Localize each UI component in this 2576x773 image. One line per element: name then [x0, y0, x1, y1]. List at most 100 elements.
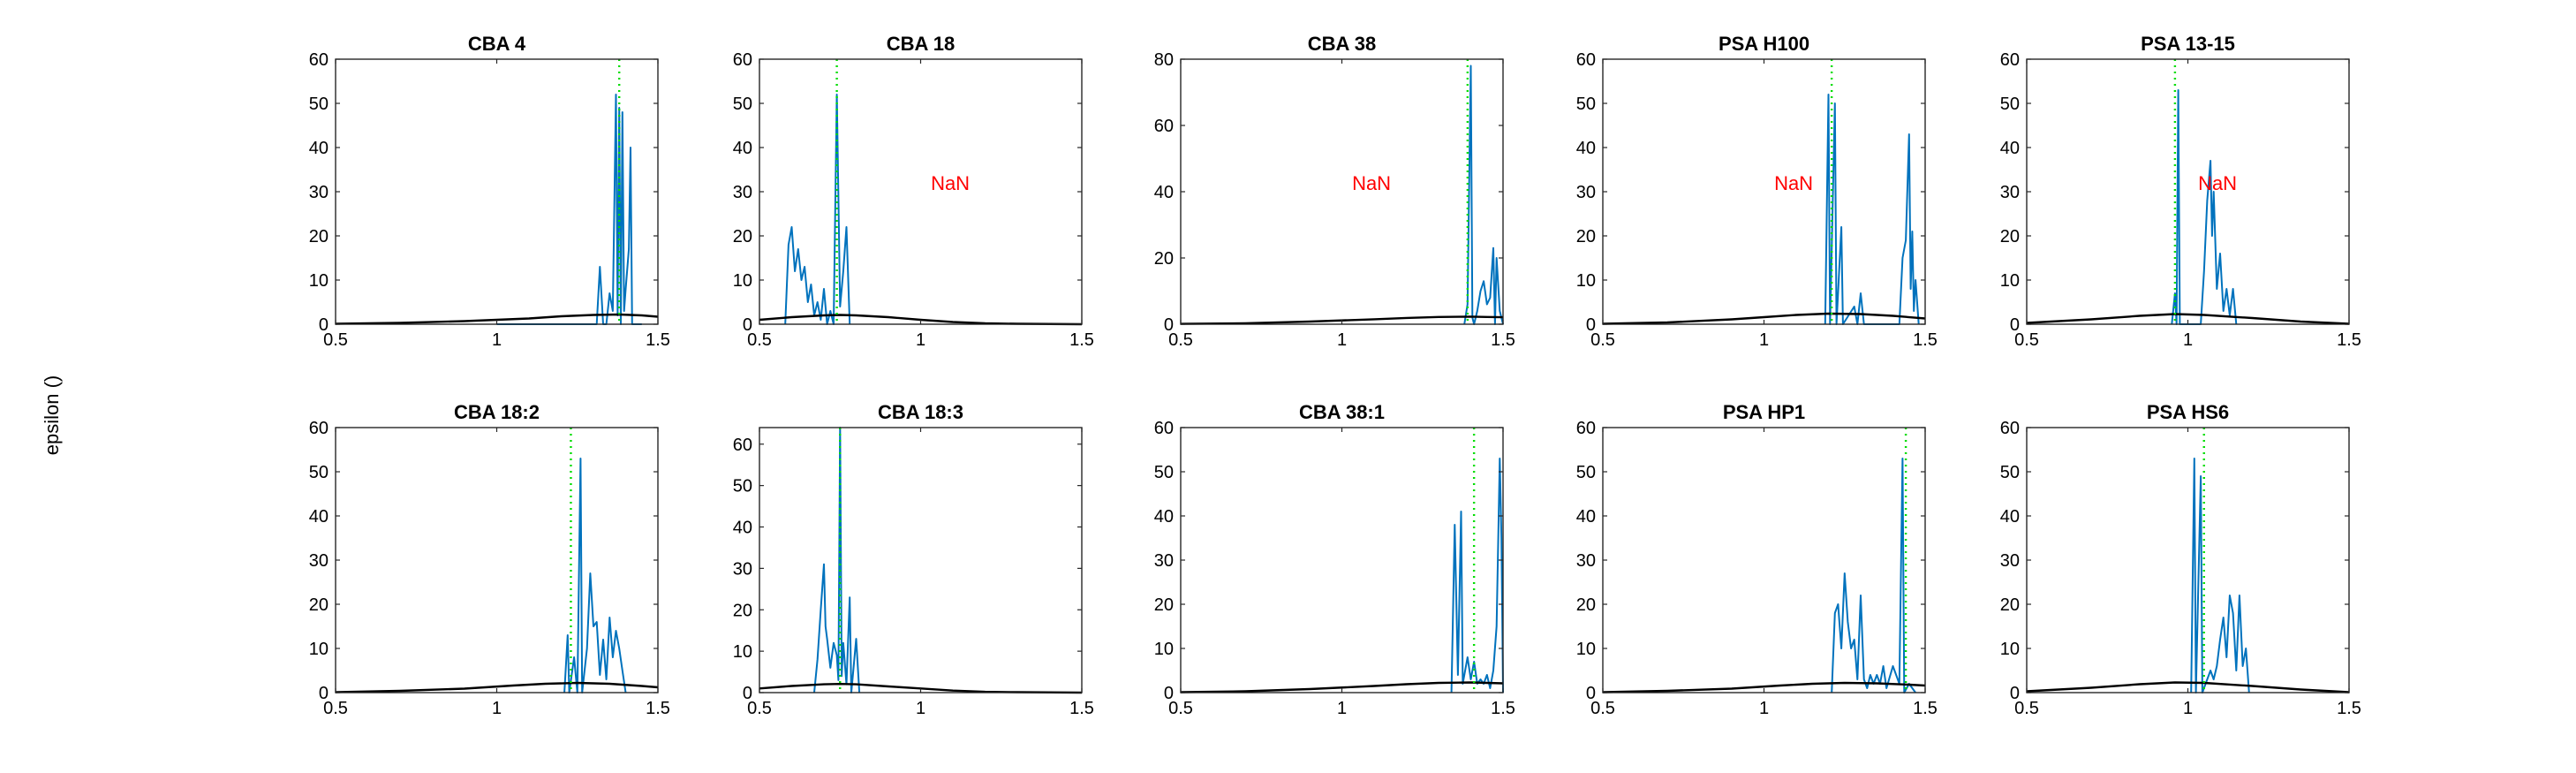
x-tick-label: 1: [916, 330, 925, 350]
y-tick-label: 50: [309, 95, 329, 114]
x-tick-label: 1.5: [1491, 330, 1515, 350]
x-tick-label: 1: [1759, 330, 1769, 350]
y-tick-label: 30: [1576, 183, 1596, 202]
y-tick-label: 20: [733, 601, 752, 620]
y-tick-label: 0: [1164, 315, 1174, 335]
fit-curve: [2026, 313, 2350, 325]
x-tick-label: 1.5: [2337, 699, 2361, 718]
subplot: 0.5 1 1.5 0 10 20 30 40 50 60 CBA 4: [309, 33, 670, 350]
y-tick-label: 0: [1164, 684, 1174, 703]
histogram-line: [1450, 458, 1504, 693]
x-tick-label: 0.5: [2014, 699, 2039, 718]
annotation-text: NaN: [931, 172, 970, 194]
annotation-text: NaN: [2198, 172, 2237, 194]
subplot-title: CBA 18:3: [878, 401, 963, 423]
subplot-title: PSA HP1: [1723, 401, 1805, 423]
y-tick-label: 80: [1154, 50, 1174, 70]
y-tick-label: 0: [743, 684, 752, 703]
x-tick-label: 1: [492, 330, 502, 350]
y-tick-label: 50: [1576, 95, 1596, 114]
fit-curve: [1180, 315, 1504, 325]
subplot: 0.5 1 1.5 0 10 20 30 40 50 60 PSA H100 NaN: [1576, 33, 1938, 350]
subplot: 0.5 1 1.5 0 10 20 30 40 50 60 CBA 18:2: [309, 401, 670, 718]
fit-curve: [759, 683, 1083, 694]
y-tick-label: 40: [2000, 507, 2020, 527]
subplot-title: CBA 18: [887, 33, 955, 55]
subplot: 0.5 1 1.5 0 10 20 30 40 50 60 CBA 38:1: [1154, 401, 1515, 718]
y-tick-label: 10: [1576, 640, 1596, 659]
x-tick-label: 1.5: [1491, 699, 1515, 718]
y-tick-label: 50: [309, 463, 329, 482]
y-tick-label: 20: [733, 227, 752, 246]
x-tick-label: 0.5: [1168, 330, 1193, 350]
y-axis-label: epsilon (): [41, 375, 63, 455]
y-tick-label: 50: [733, 477, 752, 496]
y-tick-label: 40: [1576, 507, 1596, 527]
subplot-title: CBA 4: [468, 33, 526, 55]
fit-curve: [759, 314, 1083, 326]
y-tick-label: 50: [1154, 463, 1174, 482]
histogram-line: [2171, 89, 2238, 325]
x-tick-label: 0.5: [1168, 699, 1193, 718]
y-tick-label: 60: [1576, 50, 1596, 70]
y-tick-label: 0: [319, 315, 329, 335]
x-tick-label: 0.5: [747, 699, 772, 718]
y-tick-label: 60: [309, 50, 329, 70]
x-tick-label: 1: [2183, 330, 2193, 350]
y-tick-label: 30: [733, 559, 752, 579]
y-tick-label: 20: [309, 595, 329, 615]
histogram-line: [813, 427, 861, 693]
fit-curve: [335, 681, 659, 693]
axes-box: [759, 58, 1083, 325]
subplot-title: CBA 38: [1308, 33, 1376, 55]
x-tick-label: 1.5: [646, 330, 670, 350]
histogram-line: [784, 94, 851, 325]
x-tick-label: 1.5: [1913, 699, 1938, 718]
x-tick-label: 1.5: [2337, 330, 2361, 350]
axes-box: [335, 427, 659, 693]
y-tick-label: 60: [1154, 419, 1174, 438]
y-tick-label: 60: [1576, 419, 1596, 438]
x-tick-label: 0.5: [747, 330, 772, 350]
histogram-line: [1463, 64, 1504, 325]
y-tick-label: 10: [1154, 640, 1174, 659]
axes-box: [2026, 427, 2350, 693]
x-tick-label: 1.5: [1913, 330, 1938, 350]
y-tick-label: 40: [1154, 183, 1174, 202]
y-tick-label: 60: [1154, 117, 1174, 136]
x-tick-label: 0.5: [1590, 330, 1615, 350]
y-tick-label: 40: [309, 507, 329, 527]
y-tick-label: 20: [2000, 595, 2020, 615]
fit-curve: [1602, 312, 1926, 325]
x-tick-label: 0.5: [1590, 699, 1615, 718]
y-tick-label: 20: [1576, 227, 1596, 246]
y-tick-label: 10: [309, 640, 329, 659]
y-tick-label: 0: [743, 315, 752, 335]
subplot-title: CBA 18:2: [454, 401, 540, 423]
x-tick-label: 1: [2183, 699, 2193, 718]
subplot: 0.5 1 1.5 0 10 20 30 40 50 60 CBA 18 NaN: [733, 33, 1094, 350]
subplot: 0.5 1 1.5 0 20 40 60 80 CBA 38 NaN: [1154, 33, 1515, 350]
y-tick-label: 40: [733, 519, 752, 538]
x-tick-label: 1.5: [646, 699, 670, 718]
y-tick-label: 0: [1586, 315, 1596, 335]
y-tick-label: 60: [2000, 419, 2020, 438]
y-tick-label: 20: [309, 227, 329, 246]
histogram-line: [563, 458, 627, 693]
y-tick-label: 40: [309, 139, 329, 158]
x-tick-label: 1: [1759, 699, 1769, 718]
y-tick-label: 20: [1576, 595, 1596, 615]
histogram-line: [1831, 458, 1916, 693]
y-tick-label: 40: [733, 139, 752, 158]
y-tick-label: 10: [309, 271, 329, 291]
x-tick-label: 1.5: [1069, 330, 1094, 350]
y-tick-label: 40: [2000, 139, 2020, 158]
x-tick-label: 0.5: [2014, 330, 2039, 350]
y-tick-label: 30: [733, 183, 752, 202]
y-tick-label: 0: [2010, 315, 2020, 335]
subplot: 0.5 1 1.5 0 10 20 30 40 50 60 PSA HP1: [1576, 401, 1938, 718]
x-tick-label: 0.5: [323, 330, 348, 350]
subplot: 0.5 1 1.5 0 10 20 30 40 50 60 CBA 18:3: [733, 401, 1094, 718]
